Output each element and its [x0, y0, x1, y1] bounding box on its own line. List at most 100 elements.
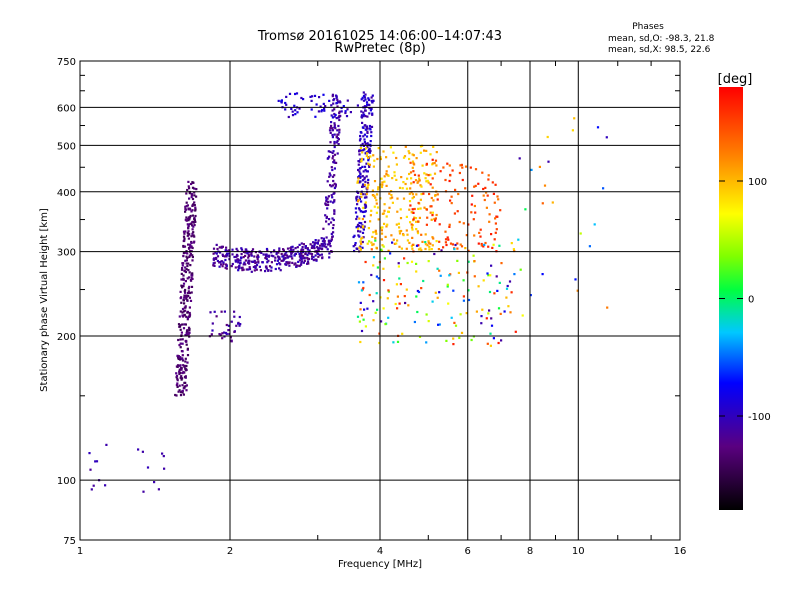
data-point: [411, 247, 414, 250]
data-point: [400, 229, 403, 233]
data-point: [467, 249, 470, 252]
data-point: [329, 239, 333, 243]
data-point: [336, 152, 339, 155]
data-point: [579, 232, 582, 235]
data-point: [325, 215, 328, 218]
data-point: [409, 204, 412, 207]
data-point: [367, 143, 370, 146]
data-point: [490, 264, 493, 267]
data-point: [458, 171, 461, 175]
data-point: [233, 330, 236, 333]
data-point: [331, 93, 334, 96]
data-point: [368, 147, 371, 150]
data-point: [449, 242, 453, 245]
data-point: [493, 238, 496, 241]
data-point: [255, 264, 259, 267]
data-point: [175, 374, 179, 377]
data-point: [277, 251, 280, 254]
data-point: [369, 220, 372, 223]
data-point: [478, 231, 481, 234]
data-point: [356, 215, 359, 218]
data-point: [361, 121, 364, 124]
data-point: [317, 255, 320, 258]
data-point: [357, 227, 360, 230]
data-point: [382, 279, 386, 282]
data-point: [360, 222, 363, 225]
data-point: [393, 174, 396, 177]
data-point: [291, 110, 294, 113]
data-point: [518, 157, 521, 160]
data-point: [338, 111, 341, 115]
data-point: [188, 255, 191, 258]
data-point: [514, 330, 517, 333]
data-point: [412, 181, 415, 184]
data-point: [375, 232, 378, 235]
data-point: [329, 200, 332, 203]
data-point: [185, 219, 188, 222]
data-point: [500, 262, 503, 265]
data-point: [333, 167, 336, 170]
data-points: [88, 91, 609, 493]
data-point: [383, 209, 386, 212]
data-point: [485, 191, 488, 194]
data-point: [211, 329, 214, 332]
data-point: [244, 263, 247, 266]
data-point: [363, 96, 367, 99]
data-point: [358, 175, 361, 178]
data-point: [359, 137, 362, 140]
data-point: [377, 186, 380, 189]
data-point: [399, 283, 402, 286]
data-point: [425, 162, 428, 165]
data-point: [183, 290, 186, 293]
data-point: [333, 174, 336, 177]
data-point: [177, 323, 181, 326]
data-point: [488, 290, 492, 294]
data-point: [284, 252, 287, 255]
data-point: [444, 238, 448, 241]
data-point: [481, 308, 484, 311]
data-point: [435, 164, 438, 167]
data-point: [372, 264, 375, 267]
data-point: [380, 238, 383, 241]
data-point: [415, 228, 418, 231]
data-point: [470, 211, 473, 214]
data-point: [323, 241, 326, 245]
data-point: [395, 163, 398, 166]
data-point: [331, 157, 334, 160]
data-point: [434, 194, 437, 197]
data-point: [248, 266, 251, 269]
data-point: [338, 100, 341, 103]
data-point: [183, 232, 186, 235]
data-point: [358, 246, 361, 249]
data-point: [353, 234, 356, 237]
data-point: [153, 481, 156, 484]
data-point: [311, 244, 314, 247]
data-point: [186, 188, 189, 192]
data-point: [270, 261, 273, 264]
data-point: [493, 292, 496, 295]
x-tick-label: 1: [77, 546, 83, 557]
data-point: [327, 150, 330, 153]
data-point: [320, 243, 323, 246]
data-point: [510, 291, 513, 294]
data-point: [178, 370, 181, 373]
data-point: [420, 287, 423, 290]
data-point: [365, 135, 369, 138]
data-point: [354, 243, 357, 247]
data-point: [186, 217, 189, 220]
data-point: [375, 199, 378, 202]
data-point: [250, 260, 253, 263]
data-point: [391, 196, 394, 199]
data-point: [185, 389, 188, 392]
data-point: [413, 216, 416, 219]
data-point: [387, 210, 390, 213]
x-tick-label: 2: [227, 546, 233, 557]
data-point: [404, 301, 407, 305]
data-point: [460, 163, 463, 166]
data-point: [157, 488, 160, 491]
data-point: [181, 285, 184, 288]
data-point: [189, 243, 192, 246]
data-point: [183, 245, 187, 248]
data-point: [384, 235, 387, 238]
data-point: [390, 194, 393, 197]
